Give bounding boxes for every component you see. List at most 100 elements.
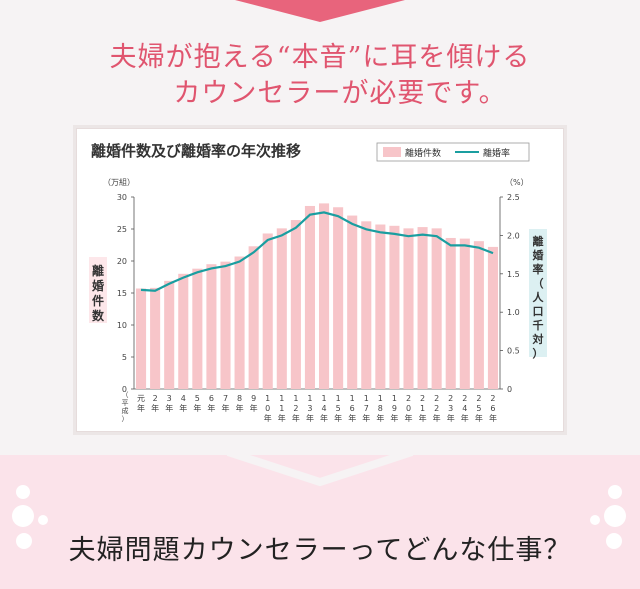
top-arrow-decoration xyxy=(235,0,405,22)
right-tick-label: 1.5 xyxy=(507,270,520,279)
x-tick-label: 25年 xyxy=(475,394,483,423)
svg-text:離: 離 xyxy=(92,263,104,278)
right-tick-label: 1.0 xyxy=(507,308,520,317)
svg-text:年: 年 xyxy=(278,413,286,423)
svg-text:年: 年 xyxy=(376,413,384,423)
x-tick-label: 8年 xyxy=(236,394,244,413)
svg-text:数: 数 xyxy=(92,308,105,323)
svg-text:件: 件 xyxy=(92,293,104,308)
svg-text:1: 1 xyxy=(321,394,326,403)
bar-divorce-count xyxy=(276,228,287,389)
svg-text:8: 8 xyxy=(237,394,242,403)
x-tick-label: 19年 xyxy=(390,394,398,423)
chart-title: 離婚件数及び離婚率の年次推移 xyxy=(91,142,301,160)
svg-text:1: 1 xyxy=(378,394,383,403)
svg-text:年: 年 xyxy=(419,413,427,423)
svg-text:1: 1 xyxy=(364,394,369,403)
bar-divorce-count xyxy=(431,228,442,389)
left-tick-label: 20 xyxy=(117,257,127,266)
x-tick-label: 7年 xyxy=(222,394,230,413)
chart-card: 離婚件数及び離婚率の年次推移 離婚件数 離婚率 （万組） （%） 0 5 10 15 2… xyxy=(76,128,564,432)
svg-text:人: 人 xyxy=(533,290,545,304)
svg-text:6: 6 xyxy=(350,404,355,413)
x-tick-label: 5年 xyxy=(193,394,201,413)
bar-divorce-count xyxy=(178,273,189,389)
svg-text:率: 率 xyxy=(533,262,544,276)
svg-text:3: 3 xyxy=(167,394,172,403)
left-tick-label: 5 xyxy=(122,353,127,362)
x-tick-label: 9年 xyxy=(250,394,258,413)
left-tick-label: 0 xyxy=(122,385,127,394)
x-tick-label: 4年 xyxy=(179,394,187,413)
right-tick-label: 0 xyxy=(507,385,512,394)
x-tick-label: 18年 xyxy=(376,394,384,423)
svg-text:7: 7 xyxy=(223,394,228,403)
svg-text:年: 年 xyxy=(320,413,328,423)
svg-text:3: 3 xyxy=(307,404,312,413)
left-tick-label: 10 xyxy=(117,321,127,330)
bar-divorce-count xyxy=(375,224,386,389)
x-tick-label: 17年 xyxy=(362,394,370,423)
bar-divorce-count xyxy=(234,256,245,389)
svg-text:千: 千 xyxy=(533,318,544,332)
svg-text:2: 2 xyxy=(462,394,467,403)
svg-text:）: ） xyxy=(122,415,129,423)
svg-text:年: 年 xyxy=(151,403,159,413)
legend-bar-swatch xyxy=(383,147,401,157)
svg-text:年: 年 xyxy=(222,403,230,413)
right-tick-label: 2.5 xyxy=(507,193,520,202)
svg-text:年: 年 xyxy=(447,413,455,423)
svg-text:4: 4 xyxy=(321,404,326,413)
svg-text:2: 2 xyxy=(476,394,481,403)
svg-text:年: 年 xyxy=(137,403,145,413)
svg-text:年: 年 xyxy=(236,403,244,413)
x-tick-label: 11年 xyxy=(278,394,286,423)
bottom-band xyxy=(0,455,640,589)
svg-text:年: 年 xyxy=(475,413,483,423)
svg-text:成: 成 xyxy=(122,406,129,415)
svg-text:年: 年 xyxy=(362,413,370,423)
svg-text:4: 4 xyxy=(181,394,186,403)
headline-line2: カウンセラーが必要です。 xyxy=(173,78,507,109)
legend-bar-label: 離婚件数 xyxy=(405,147,441,159)
left-tick-label: 25 xyxy=(117,225,127,234)
svg-text:0: 0 xyxy=(265,404,270,413)
svg-text:1: 1 xyxy=(265,394,270,403)
svg-text:1: 1 xyxy=(420,404,425,413)
svg-text:年: 年 xyxy=(348,413,356,423)
left-axis-unit: （万組） xyxy=(103,177,135,187)
svg-text:離: 離 xyxy=(533,234,544,248)
x-tick-label: 14年 xyxy=(320,394,328,423)
svg-text:5: 5 xyxy=(195,394,200,403)
svg-text:3: 3 xyxy=(448,404,453,413)
bar-divorce-count xyxy=(445,237,456,389)
svg-text:）: ） xyxy=(533,347,544,360)
svg-text:婚: 婚 xyxy=(533,248,544,262)
svg-text:7: 7 xyxy=(364,404,369,413)
right-axis-unit: （%） xyxy=(505,178,529,187)
svg-text:年: 年 xyxy=(306,413,314,423)
svg-text:2: 2 xyxy=(448,394,453,403)
x-tick-label: 16年 xyxy=(348,394,356,423)
svg-text:（: （ xyxy=(533,277,544,290)
svg-text:1: 1 xyxy=(307,394,312,403)
x-tick-label: 10年 xyxy=(264,394,272,423)
svg-text:4: 4 xyxy=(462,404,467,413)
svg-text:年: 年 xyxy=(193,403,201,413)
svg-text:元: 元 xyxy=(137,394,145,403)
x-tick-label: 2年 xyxy=(151,394,159,413)
svg-text:2: 2 xyxy=(293,404,298,413)
svg-text:6: 6 xyxy=(490,404,495,413)
x-tick-label: 23年 xyxy=(447,394,455,423)
svg-text:9: 9 xyxy=(251,394,256,403)
bar-divorce-count xyxy=(206,264,217,389)
x-tick-label: 12年 xyxy=(292,394,300,423)
svg-text:年: 年 xyxy=(207,403,215,413)
svg-text:0: 0 xyxy=(406,404,411,413)
headline-line1: 夫婦が抱える“本音”に耳を傾ける xyxy=(109,42,531,73)
bar-divorce-count xyxy=(333,207,344,389)
svg-text:年: 年 xyxy=(390,413,398,423)
x-tick-label: 6年 xyxy=(207,394,215,413)
svg-text:9: 9 xyxy=(392,404,397,413)
svg-text:5: 5 xyxy=(336,404,341,413)
